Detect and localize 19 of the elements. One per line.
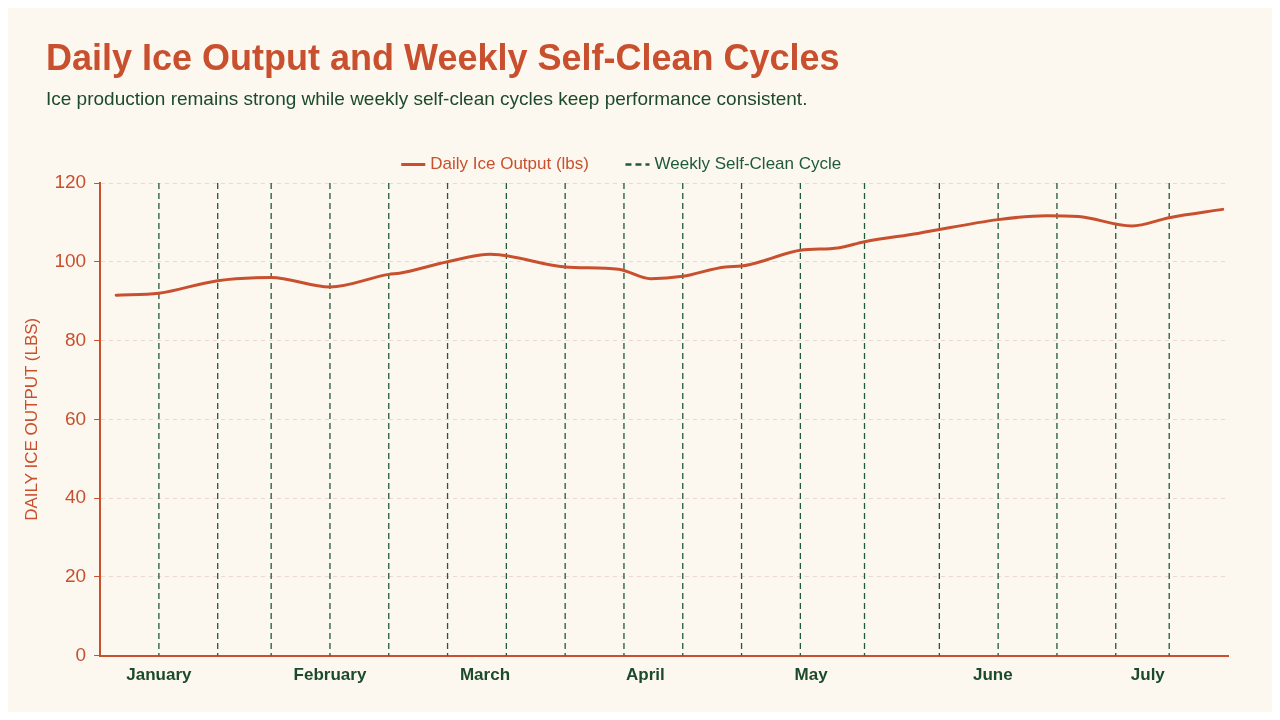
x-tick-label: July [1130, 665, 1166, 685]
y-tick-label: 20 [64, 565, 87, 587]
x-tick-label: February [293, 665, 367, 685]
y-tick-label: 80 [64, 328, 87, 350]
y-tick-label: 120 [54, 171, 87, 193]
legend-label: Daily Ice Output (lbs) [430, 154, 589, 174]
y-tick-label: 0 [75, 643, 87, 665]
x-tick-label: May [794, 665, 829, 685]
chart-title: Daily Ice Output and Weekly Self-Clean Cycles [46, 36, 841, 80]
legend-label: Weekly Self-Clean Cycle [654, 154, 842, 174]
x-tick-label: January [126, 665, 193, 685]
x-tick-label: April [625, 665, 665, 685]
y-tick-label: 100 [54, 250, 87, 271]
x-tick-label: March [459, 665, 511, 685]
chart-subtitle: Ice production remains strong while weekly self-clean cycles keep performance consistent. [46, 88, 809, 110]
x-tick-label: June [972, 665, 1013, 685]
y-tick-label: 60 [64, 407, 87, 429]
y-tick-label: 40 [64, 486, 87, 508]
y-axis-title: DAILY ICE OUTPUT (LBS) [21, 317, 41, 521]
